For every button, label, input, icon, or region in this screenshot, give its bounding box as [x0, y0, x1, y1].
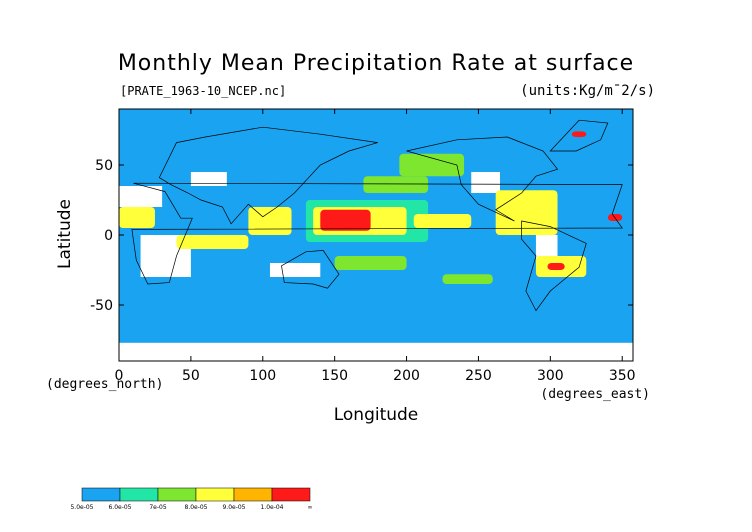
- colorbar-label: 7e-05: [149, 504, 166, 511]
- y-axis-ticks: 50 0 -50: [90, 158, 633, 314]
- x-axis-units: (degrees_east): [540, 387, 650, 402]
- colorbar: 5.0e-05 6.0e-05 7e-05 8.0e-05 9.0e-05 1.0e-04…: [70, 487, 313, 511]
- x-tick-label: 50: [182, 368, 200, 384]
- field-region-16: [119, 207, 155, 228]
- y-axis-units: (degrees_north): [46, 377, 163, 392]
- plot-area: [118, 108, 634, 362]
- field-region-12: [176, 235, 249, 249]
- colorbar-label: 8.0e-05: [184, 504, 207, 511]
- y-tick-label: -50: [90, 298, 113, 314]
- field-region-10: [320, 209, 371, 231]
- field-region-18: [248, 207, 292, 235]
- field-region-22: [399, 153, 465, 177]
- coastline-5: [549, 119, 609, 152]
- field-region-2: [119, 186, 163, 207]
- units-label: (units:Kg/m¯2/s): [520, 83, 655, 99]
- field-region-26: [442, 274, 493, 284]
- file-label: [PRATE_1963-10_NCEP.nc]: [120, 84, 286, 98]
- coastline-0: [131, 182, 623, 285]
- colorbar-label: 9.0e-05: [222, 504, 245, 511]
- x-tick-label: 150: [321, 368, 348, 384]
- colorbar-swatch: [195, 487, 235, 502]
- coastlines: [131, 119, 623, 312]
- colorbar-swatch: [81, 487, 121, 502]
- x-axis-label: Longitude: [334, 405, 419, 425]
- x-tick-label: 250: [465, 368, 492, 384]
- coastline-2: [281, 250, 340, 289]
- x-tick-label: 300: [537, 368, 564, 384]
- colorbar-label: 1.0e-04: [260, 504, 283, 511]
- x-tick-label: 100: [249, 368, 276, 384]
- precipitation-field: [119, 131, 633, 361]
- y-axis-label: Latitude: [55, 199, 75, 269]
- colorbar-swatch: [271, 487, 311, 502]
- field-region-6: [471, 172, 501, 193]
- coastline-3: [406, 136, 559, 222]
- colorbar-label: 5.0e-05: [70, 504, 93, 511]
- field-region-28: [547, 263, 565, 270]
- field-region-24: [363, 176, 429, 193]
- x-tick-label: 0: [115, 368, 124, 384]
- y-tick-label: 0: [104, 228, 113, 244]
- colorbar-swatch: [233, 487, 273, 502]
- field-region-14: [495, 190, 558, 235]
- colorbar-swatch: [157, 487, 197, 502]
- coastline-4: [521, 220, 587, 312]
- field-region-0: [119, 342, 633, 361]
- x-tick-label: 350: [609, 368, 636, 384]
- coastline-1: [158, 126, 378, 225]
- field-region-4: [269, 263, 321, 277]
- field-region-25: [334, 256, 407, 270]
- x-axis-ticks: 0 50 100 150 200 250 300 350: [115, 109, 636, 384]
- field-region-20: [413, 214, 472, 228]
- field-region-3: [190, 172, 227, 186]
- colorbar-label: ∞: [308, 504, 313, 511]
- field-region-29: [571, 131, 587, 137]
- colorbar-swatch: [119, 487, 159, 502]
- y-tick-label: 50: [95, 158, 113, 174]
- colorbar-label: 6.0e-05: [108, 504, 131, 511]
- x-tick-label: 200: [393, 368, 420, 384]
- chart-title: Monthly Mean Precipitation Rate at surfa…: [118, 51, 634, 76]
